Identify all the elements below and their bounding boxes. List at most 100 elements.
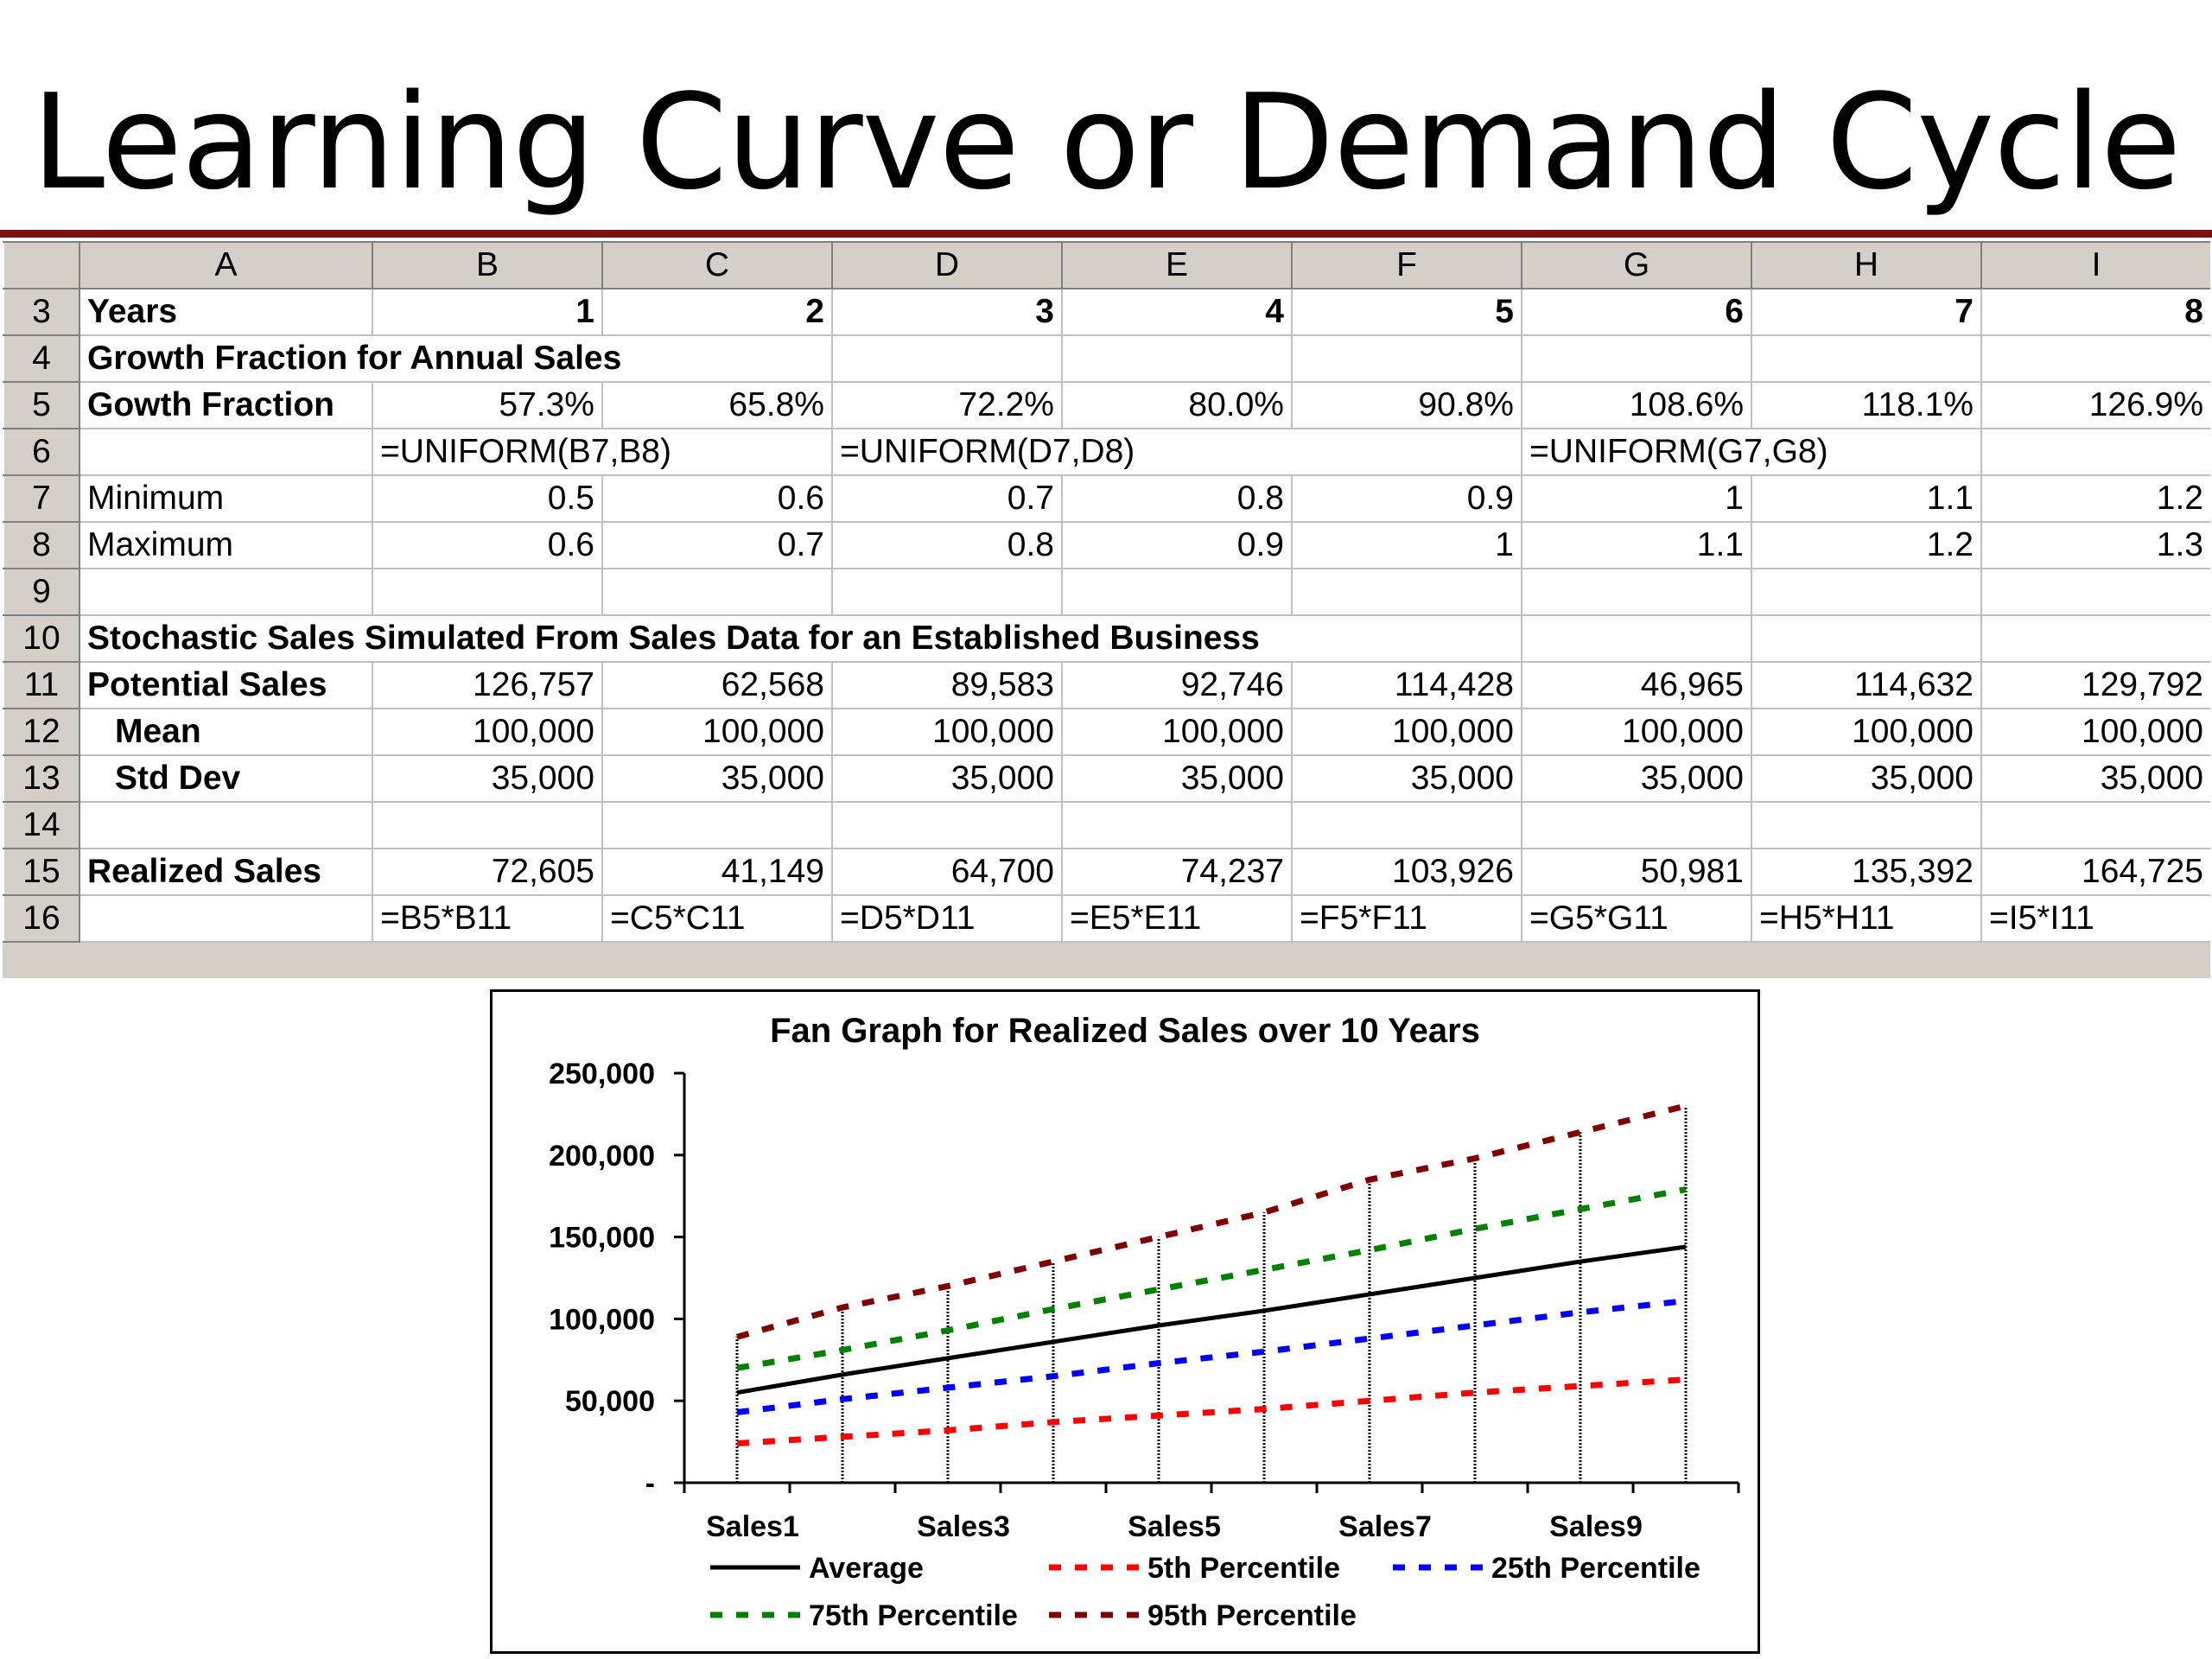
cell[interactable] <box>601 568 833 616</box>
cell[interactable]: 2 <box>601 288 833 336</box>
cell[interactable]: 57.3% <box>372 381 603 429</box>
column-header-g[interactable]: G <box>1521 241 1752 289</box>
cell[interactable]: 35,000 <box>601 754 833 803</box>
cell[interactable]: 100,000 <box>1291 708 1522 756</box>
cell[interactable]: 46,965 <box>1521 661 1752 709</box>
cell[interactable]: 100,000 <box>1061 708 1293 756</box>
cell-label[interactable]: Years <box>79 288 373 336</box>
cell[interactable]: 0.7 <box>831 474 1063 523</box>
cell[interactable] <box>1521 801 1752 849</box>
cell[interactable]: 126.9% <box>1980 381 2210 429</box>
row-header[interactable]: 16 <box>3 894 80 943</box>
cell[interactable]: 108.6% <box>1521 381 1752 429</box>
cell[interactable]: 72.2% <box>831 381 1063 429</box>
cell[interactable] <box>831 334 1063 383</box>
row-header[interactable]: 13 <box>3 754 80 803</box>
cell[interactable]: 1.1 <box>1751 474 1982 523</box>
cell[interactable] <box>1061 568 1293 616</box>
column-header-c[interactable]: C <box>601 241 833 289</box>
cell[interactable]: 35,000 <box>372 754 603 803</box>
row-header[interactable]: 15 <box>3 848 80 896</box>
cell[interactable]: 35,000 <box>831 754 1063 803</box>
row-header[interactable]: 12 <box>3 708 80 756</box>
cell[interactable]: 90.8% <box>1291 381 1522 429</box>
cell-formula[interactable]: =E5*E11 <box>1061 894 1293 943</box>
cell[interactable] <box>1291 334 1522 383</box>
cell[interactable]: 114,428 <box>1291 661 1522 709</box>
cell[interactable] <box>372 801 603 849</box>
cell[interactable]: 7 <box>1751 288 1982 336</box>
cell[interactable]: 41,149 <box>601 848 833 896</box>
cell-section-heading[interactable]: Stochastic Sales Simulated From Sales Da… <box>79 614 1522 663</box>
cell[interactable]: 72,605 <box>372 848 603 896</box>
cell[interactable] <box>79 568 373 616</box>
cell[interactable]: 3 <box>831 288 1063 336</box>
cell-label[interactable]: Mean <box>79 708 373 756</box>
cell-formula[interactable]: =I5*I11 <box>1980 894 2210 943</box>
column-header-a[interactable]: A <box>79 241 373 289</box>
cell[interactable] <box>1980 801 2210 849</box>
cell[interactable] <box>1751 614 1982 663</box>
column-header-i[interactable]: I <box>1980 241 2210 289</box>
cell-formula[interactable]: =B5*B11 <box>372 894 603 943</box>
cell[interactable] <box>831 568 1063 616</box>
cell[interactable] <box>831 801 1063 849</box>
row-header[interactable]: 9 <box>3 568 80 616</box>
cell[interactable]: 6 <box>1521 288 1752 336</box>
cell[interactable]: 35,000 <box>1751 754 1982 803</box>
cell[interactable]: 65.8% <box>601 381 833 429</box>
cell-label[interactable]: Maximum <box>79 521 373 569</box>
cell[interactable] <box>1521 568 1752 616</box>
cell-formula[interactable]: =D5*D11 <box>831 894 1063 943</box>
column-header-f[interactable]: F <box>1291 241 1522 289</box>
cell[interactable]: 1.3 <box>1980 521 2210 569</box>
cell[interactable]: 0.8 <box>1061 474 1293 523</box>
cell-section-heading[interactable]: Growth Fraction for Annual Sales <box>79 334 833 383</box>
select-all-corner[interactable] <box>3 241 80 289</box>
cell[interactable] <box>1061 334 1293 383</box>
cell[interactable] <box>1291 568 1522 616</box>
cell-formula[interactable]: =UNIFORM(D7,D8) <box>831 428 1522 476</box>
cell[interactable]: 35,000 <box>1980 754 2210 803</box>
row-header[interactable]: 5 <box>3 381 80 429</box>
cell[interactable] <box>1751 334 1982 383</box>
cell[interactable]: 35,000 <box>1291 754 1522 803</box>
cell[interactable]: 64,700 <box>831 848 1063 896</box>
cell[interactable] <box>601 801 833 849</box>
cell[interactable]: 89,583 <box>831 661 1063 709</box>
column-header-b[interactable]: B <box>372 241 603 289</box>
cell-label[interactable]: Minimum <box>79 474 373 523</box>
cell[interactable]: 1.2 <box>1980 474 2210 523</box>
cell[interactable]: 0.8 <box>831 521 1063 569</box>
cell[interactable] <box>1521 614 1752 663</box>
cell-formula[interactable]: =UNIFORM(B7,B8) <box>372 428 833 476</box>
cell-formula[interactable]: =C5*C11 <box>601 894 833 943</box>
cell[interactable]: 118.1% <box>1751 381 1982 429</box>
cell[interactable]: 164,725 <box>1980 848 2210 896</box>
cell[interactable]: 92,746 <box>1061 661 1293 709</box>
cell[interactable]: 80.0% <box>1061 381 1293 429</box>
cell[interactable]: 0.9 <box>1061 521 1293 569</box>
column-header-e[interactable]: E <box>1061 241 1293 289</box>
cell[interactable]: 62,568 <box>601 661 833 709</box>
row-header[interactable]: 8 <box>3 521 80 569</box>
cell[interactable] <box>1980 428 2210 476</box>
cell[interactable]: 0.7 <box>601 521 833 569</box>
cell-label[interactable]: Gowth Fraction <box>79 381 373 429</box>
cell-label[interactable]: Std Dev <box>79 754 373 803</box>
cell[interactable]: 35,000 <box>1521 754 1752 803</box>
cell[interactable]: 1 <box>1521 474 1752 523</box>
cell[interactable]: 114,632 <box>1751 661 1982 709</box>
cell[interactable]: 5 <box>1291 288 1522 336</box>
cell[interactable] <box>1751 568 1982 616</box>
row-header[interactable]: 4 <box>3 334 80 383</box>
row-header[interactable]: 7 <box>3 474 80 523</box>
cell[interactable]: 0.6 <box>372 521 603 569</box>
cell[interactable]: 1 <box>372 288 603 336</box>
cell-label[interactable] <box>79 428 373 476</box>
cell[interactable] <box>1751 801 1982 849</box>
cell[interactable] <box>1291 801 1522 849</box>
row-header[interactable]: 11 <box>3 661 80 709</box>
cell[interactable]: 1 <box>1291 521 1522 569</box>
cell[interactable]: 100,000 <box>1980 708 2210 756</box>
